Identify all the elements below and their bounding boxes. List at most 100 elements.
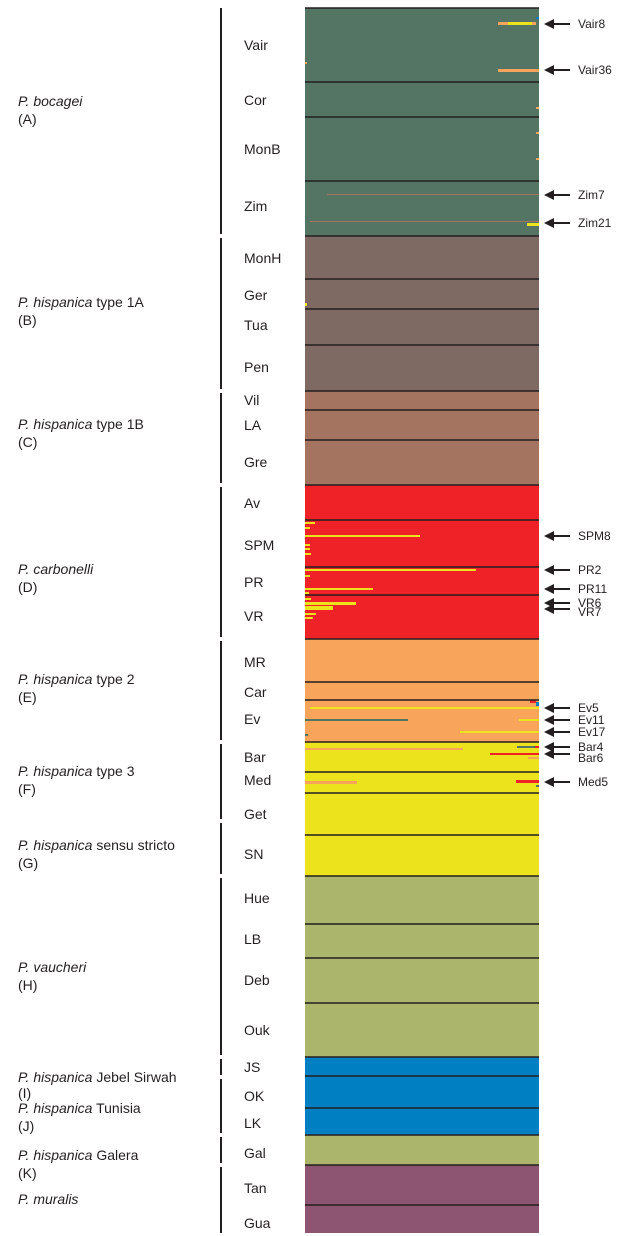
ind-label-pr2: PR2 xyxy=(578,563,602,577)
pop-label-lb: LB xyxy=(244,931,261,947)
pop-label-car: Car xyxy=(244,684,267,700)
admix-med-a xyxy=(305,781,357,784)
ind-label-zim7: Zim7 xyxy=(578,188,605,202)
pop-label-gre: Gre xyxy=(244,454,268,470)
pop-label-spm: SPM xyxy=(244,537,274,553)
pop-label-tan: Tan xyxy=(244,1180,267,1196)
ind-label-zim21: Zim21 xyxy=(578,216,612,230)
pop-label-tua: Tua xyxy=(244,317,268,333)
ind-label-vair36: Vair36 xyxy=(578,63,612,77)
admix-spm-c xyxy=(305,544,310,546)
ind-label-pr11: PR11 xyxy=(578,582,607,596)
admix-pr11 xyxy=(305,588,373,590)
pop-label-js: JS xyxy=(244,1059,260,1075)
admix-zim7 xyxy=(327,194,539,195)
arrow-ev5 xyxy=(544,703,570,713)
pop-label-sn: SN xyxy=(244,846,263,862)
population-labels: Vair Cor MonB Zim MonH Ger Tua Pen Vil L… xyxy=(244,37,281,1231)
group-name-e: P. hispanica type 2 xyxy=(18,671,135,687)
cluster-block-vaucheri xyxy=(305,876,539,1057)
admix-ev11-b xyxy=(519,719,539,721)
admix-vair-blue xyxy=(536,17,539,19)
pop-label-bar: Bar xyxy=(244,749,266,765)
group-letter-e: (E) xyxy=(18,689,37,705)
pop-label-vr: VR xyxy=(244,608,263,624)
pop-label-zim: Zim xyxy=(244,198,267,214)
pop-label-deb: Deb xyxy=(244,972,270,988)
arrow-vr7 xyxy=(544,604,570,614)
individual-labels: Vair8 Vair36 Zim7 Zim21 SPM8 PR2 PR11 VR… xyxy=(578,17,612,789)
admix-bar6 xyxy=(490,753,539,755)
group-letter-d: (D) xyxy=(18,579,37,595)
ind-label-spm8: SPM8 xyxy=(578,529,611,543)
admix-bar-a xyxy=(305,748,463,750)
group-letter-k: (K) xyxy=(18,1165,37,1181)
admix-zim21-b xyxy=(527,223,539,226)
admix-monb-c xyxy=(536,158,539,160)
ind-label-bar4: Bar4 xyxy=(578,740,604,754)
arrow-vair36 xyxy=(544,65,570,75)
group-name-l: P. muralis xyxy=(18,1191,78,1207)
pop-label-vil: Vil xyxy=(244,392,259,408)
arrow-zim7 xyxy=(544,190,570,200)
cluster-block-muralis xyxy=(305,1165,539,1233)
group-labels: P. bocagei (A) P. hispanica type 1A (B) … xyxy=(18,93,177,1207)
group-name-d: P. carbonelli xyxy=(18,561,94,577)
admix-bar4-b xyxy=(535,746,539,748)
ind-label-vr7: VR7 xyxy=(578,605,602,619)
pop-label-pr: PR xyxy=(244,574,263,590)
cluster-blocks xyxy=(305,8,539,1233)
pop-label-av: Av xyxy=(244,495,260,511)
admix-zim21-a xyxy=(310,221,539,222)
ind-label-ev11: Ev11 xyxy=(578,713,605,727)
pop-label-gal: Gal xyxy=(244,1145,266,1161)
group-name-c: P. hispanica type 1B xyxy=(18,416,144,432)
group-name-a: P. bocagei xyxy=(18,93,83,109)
pop-label-gua: Gua xyxy=(244,1215,271,1231)
admix-vr-b xyxy=(305,613,316,615)
admix-vair36 xyxy=(498,69,539,72)
arrow-zim21 xyxy=(544,218,570,228)
admix-spm-a xyxy=(305,522,315,524)
group-name-g: P. hispanica sensu stricto xyxy=(18,837,175,853)
admix-vair8-b xyxy=(508,22,532,25)
group-letter-j: (J) xyxy=(18,1118,34,1134)
pop-label-get: Get xyxy=(244,806,267,822)
pop-label-monh: MonH xyxy=(244,250,281,266)
pop-label-cor: Cor xyxy=(244,92,267,108)
admix-vr6 xyxy=(305,602,356,605)
pop-label-monb: MonB xyxy=(244,141,281,157)
pop-label-ok: OK xyxy=(244,1088,265,1104)
pop-label-ger: Ger xyxy=(244,287,268,303)
admix-spm8 xyxy=(305,535,420,537)
group-name-f: P. hispanica type 3 xyxy=(18,763,135,779)
arrow-med5 xyxy=(544,777,570,787)
pop-label-vair: Vair xyxy=(244,37,268,53)
pop-label-lk: LK xyxy=(244,1115,262,1131)
pop-label-mr: MR xyxy=(244,654,266,670)
admix-med5 xyxy=(516,780,539,783)
group-letter-a: (A) xyxy=(18,111,37,127)
admix-car-blue xyxy=(536,702,539,706)
admix-ev17 xyxy=(460,731,539,733)
group-letter-b: (B) xyxy=(18,312,37,328)
cluster-block-type3-sensu-stricto xyxy=(305,742,539,876)
admix-monb-b xyxy=(536,132,539,134)
admix-ev-speck xyxy=(305,734,308,736)
pop-label-ouk: Ouk xyxy=(244,1022,271,1038)
admix-vr7 xyxy=(305,606,333,610)
arrow-pr2 xyxy=(544,565,570,575)
group-letter-c: (C) xyxy=(18,434,37,450)
individual-arrows xyxy=(544,19,570,787)
admix-vair-speck xyxy=(305,62,307,64)
admix-car-red xyxy=(530,700,536,703)
arrow-bar6 xyxy=(544,749,570,759)
group-letter-i: (I) xyxy=(18,1085,31,1101)
ind-label-med5: Med5 xyxy=(578,775,608,789)
admix-pr-b xyxy=(305,592,309,594)
pop-label-pen: Pen xyxy=(244,359,269,375)
group-letter-f: (F) xyxy=(18,781,36,797)
group-name-k: P. hispanica Galera xyxy=(18,1147,139,1163)
admix-pr2 xyxy=(305,569,476,571)
